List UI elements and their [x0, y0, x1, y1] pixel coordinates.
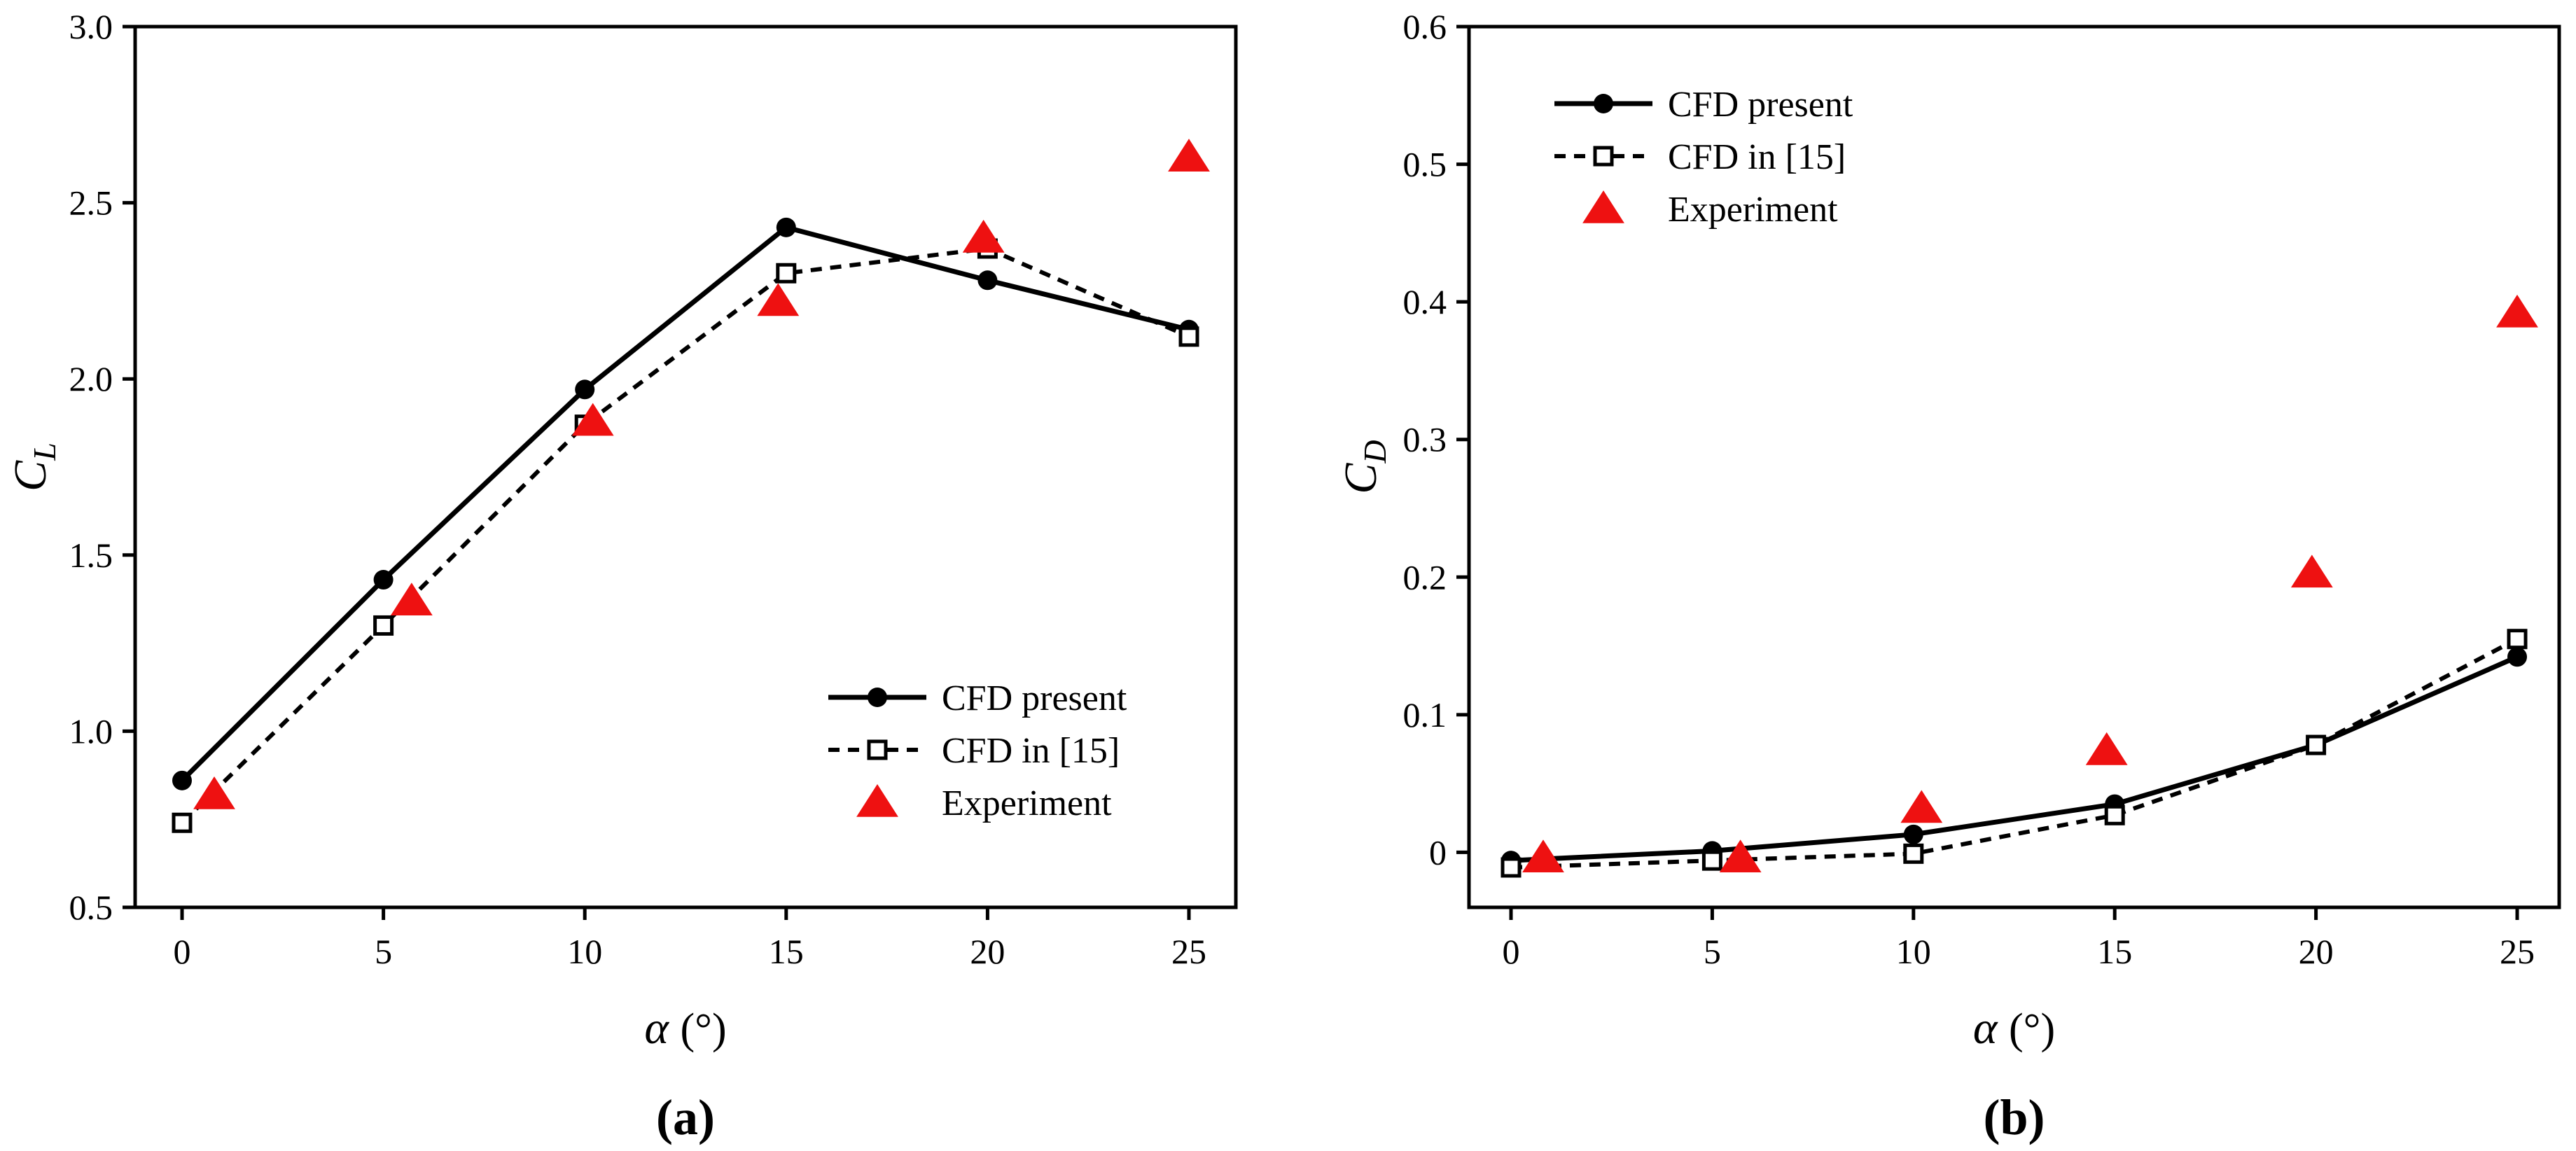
data-point: [172, 770, 192, 790]
x-tick-label: 20: [970, 932, 1005, 971]
plot-frame: [1467, 25, 2561, 909]
data-point: [1719, 839, 1762, 873]
series-line-cfd-ref: [180, 246, 1190, 825]
panel-label: (b): [1984, 1089, 2045, 1145]
legend: CFD present CFD in [15] Experiment: [828, 678, 1127, 823]
y-axis-title: CL: [5, 442, 62, 491]
legend-label: CFD present: [942, 678, 1127, 718]
data-point: [1701, 850, 1722, 871]
legend-label: CFD in [15]: [942, 731, 1120, 771]
x-tick-label: 25: [1171, 932, 1206, 971]
data-point: [776, 263, 797, 284]
data-point: [575, 379, 595, 400]
data-point: [1168, 139, 1210, 172]
plot-frame: [133, 25, 1238, 909]
chart-panel-a: 0 5 10 15 20 25 0.5 1.0 1.5 2.0 2.5 3.0 CL α (°) (a) CF…: [5, 7, 1238, 1145]
data-point: [962, 219, 1005, 253]
data-point: [1501, 857, 1522, 878]
y-tick-label: 1.0: [69, 711, 113, 751]
data-point: [193, 776, 235, 809]
data-point: [2306, 734, 2327, 755]
data-point: [2496, 294, 2538, 328]
data-point: [1900, 790, 1943, 823]
data-point: [172, 812, 193, 833]
legend: CFD present CFD in [15] Experiment: [1554, 85, 1853, 230]
data-point: [977, 270, 998, 291]
y-tick-label: 0: [1429, 832, 1447, 872]
x-tick-label: 20: [2299, 932, 2334, 971]
y-tick-label: 2.5: [69, 183, 113, 223]
y-tick-label: 0.1: [1403, 695, 1447, 734]
x-tick-label: 0: [174, 932, 191, 971]
data-point: [2507, 629, 2528, 650]
legend-marker: [1582, 190, 1624, 223]
data-point: [776, 217, 796, 237]
data-point: [1522, 839, 1564, 873]
y-tick-label: 0.6: [1403, 7, 1447, 46]
x-tick-label: 5: [1704, 932, 1721, 971]
legend-marker: [856, 784, 898, 817]
x-tick-label: 25: [2500, 932, 2535, 971]
x-tick-label: 0: [1503, 932, 1520, 971]
series-line-cfd-present: [180, 224, 1190, 783]
data-point: [757, 283, 800, 316]
data-point: [2104, 804, 2125, 825]
x-tick-label: 15: [769, 932, 804, 971]
data-point: [390, 583, 433, 616]
y-tick-label: 3.0: [69, 7, 113, 46]
data-point: [1178, 326, 1199, 347]
y-tick-label: 0.5: [1403, 145, 1447, 184]
y-tick-label: 1.5: [69, 536, 113, 575]
data-point: [571, 403, 614, 436]
chart-panel-b: 0 5 10 15 20 25 0 0.1 0.2 0.3 0.4 0.5 0.6 CD α (°) (b) C…: [1335, 7, 2561, 1145]
legend-label: CFD present: [1668, 85, 1853, 125]
y-tick-label: 0.3: [1403, 420, 1447, 459]
y-axis-title: CD: [1335, 440, 1393, 494]
legend-label: Experiment: [1668, 190, 1838, 230]
legend-label: CFD in [15]: [1668, 137, 1846, 177]
data-point: [373, 615, 394, 636]
data-point: [2085, 732, 2128, 765]
data-point: [1903, 843, 1924, 864]
series-line-cfd-present: [1510, 655, 2519, 863]
x-axis-title: α (°): [1973, 1003, 2055, 1054]
y-tick-label: 0.4: [1403, 282, 1447, 321]
data-point: [373, 570, 394, 590]
legend-marker: [868, 688, 887, 707]
x-tick-label: 10: [1896, 932, 1931, 971]
series-line-cfd-ref: [1510, 637, 2519, 870]
x-axis-title: α (°): [644, 1003, 726, 1054]
y-tick-label: 0.2: [1403, 557, 1447, 597]
data-point: [2290, 554, 2333, 588]
y-tick-label: 2.0: [69, 359, 113, 398]
x-tick-label: 15: [2097, 932, 2132, 971]
legend-marker: [867, 739, 888, 760]
x-tick-label: 5: [375, 932, 392, 971]
x-tick-label: 10: [567, 932, 602, 971]
data-point: [1903, 824, 1923, 844]
data-point: [2507, 647, 2527, 667]
y-tick-label: 0.5: [69, 888, 113, 927]
legend-label: Experiment: [942, 783, 1112, 823]
legend-marker: [1593, 146, 1614, 167]
panel-label: (a): [656, 1089, 715, 1145]
legend-marker: [1594, 94, 1613, 113]
